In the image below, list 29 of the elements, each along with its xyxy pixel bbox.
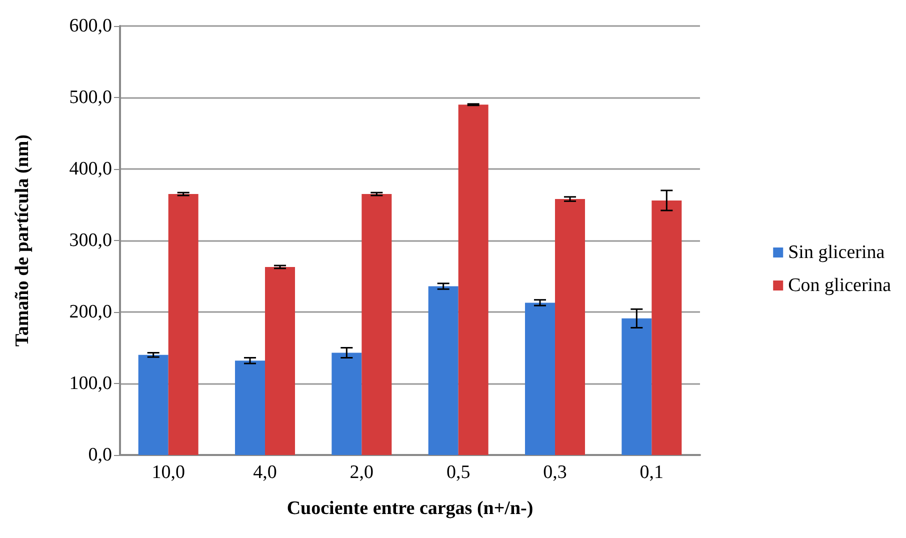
bar: [622, 318, 652, 455]
x-tick-label: 0,5: [446, 462, 470, 483]
bar: [458, 104, 488, 455]
bar: [555, 199, 585, 455]
y-tick-label: 0,0: [88, 444, 112, 466]
y-tick-label: 600,0: [69, 16, 112, 36]
bar: [428, 286, 458, 455]
legend-label: Con glicerina: [788, 275, 892, 296]
y-axis-title: Tamaño de partícula (nm): [12, 134, 33, 347]
y-tick-label: 100,0: [69, 373, 112, 394]
x-tick-label: 2,0: [350, 462, 374, 483]
x-tick-label: 10,0: [152, 462, 185, 483]
y-tick-label: 400,0: [69, 158, 112, 180]
y-tick-label: 500,0: [69, 87, 112, 108]
bar: [332, 352, 362, 455]
bar: [652, 200, 682, 455]
bar: [168, 194, 198, 455]
y-tick-label: 200,0: [69, 302, 112, 322]
x-tick-label: 0,1: [640, 462, 664, 483]
y-tick-label: 300,0: [69, 230, 112, 251]
bar: [265, 266, 295, 455]
legend-label: Sin glicerina: [788, 242, 886, 263]
bar: [525, 302, 555, 455]
bar: [138, 354, 168, 455]
x-tick-label: 4,0: [253, 462, 277, 483]
bar: [235, 360, 265, 455]
x-tick-label: 0,3: [543, 462, 567, 483]
x-axis-title: Cuociente entre cargas (n+/n-): [286, 498, 534, 519]
bar: [362, 194, 392, 455]
